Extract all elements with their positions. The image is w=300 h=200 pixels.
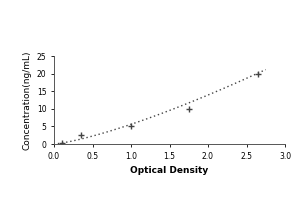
Y-axis label: Concentration(ng/mL): Concentration(ng/mL) xyxy=(22,50,31,150)
X-axis label: Optical Density: Optical Density xyxy=(130,166,208,175)
